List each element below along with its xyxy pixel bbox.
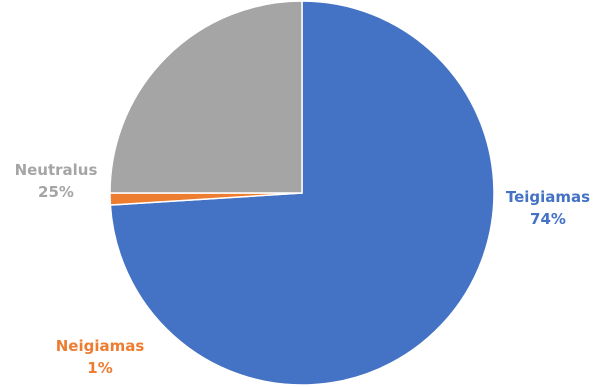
pie-slice-neutralus bbox=[109, 0, 303, 194]
pie-slices bbox=[109, 0, 495, 386]
label-teigiamas-value: 74% bbox=[530, 210, 566, 228]
label-neigiamas-value: 1% bbox=[87, 359, 112, 377]
label-neigiamas-name: Neigiamas bbox=[56, 337, 145, 355]
label-neutralus-name: Neutralus bbox=[15, 161, 98, 179]
label-teigiamas-name: Teigiamas bbox=[506, 188, 590, 206]
label-neutralus-value: 25% bbox=[38, 183, 74, 201]
